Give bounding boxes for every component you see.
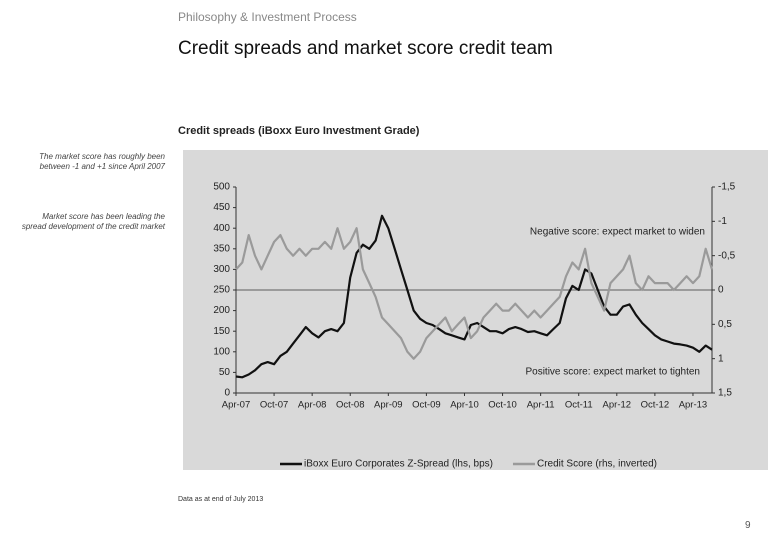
y-tick-label: 100 xyxy=(213,346,230,357)
legend-label: Credit Score (rhs, inverted) xyxy=(537,459,657,470)
y-tick-label: 350 xyxy=(213,243,230,254)
x-tick-label: Oct-09 xyxy=(412,400,441,411)
x-tick-label: Apr-13 xyxy=(679,400,708,411)
side-note: Market score has been leading the spread… xyxy=(21,212,165,231)
y2-tick-label: -1 xyxy=(718,216,727,227)
y-tick-label: 250 xyxy=(213,285,230,296)
y-tick-label: 500 xyxy=(213,182,230,193)
y-tick-label: 400 xyxy=(213,223,230,234)
y-tick-label: 150 xyxy=(213,326,230,337)
y2-tick-label: 0,5 xyxy=(718,319,732,330)
x-tick-label: Oct-07 xyxy=(260,400,289,411)
annotation: Positive score: expect market to tighten xyxy=(525,367,700,378)
x-tick-label: Oct-12 xyxy=(641,400,670,411)
x-tick-label: Oct-10 xyxy=(488,400,517,411)
x-tick-label: Oct-11 xyxy=(565,400,593,411)
page-number: 9 xyxy=(745,520,751,531)
x-tick-label: Apr-09 xyxy=(374,400,403,411)
y2-tick-label: 1,5 xyxy=(718,388,732,399)
y2-tick-label: -0,5 xyxy=(718,250,736,261)
y-tick-label: 450 xyxy=(213,202,230,213)
x-tick-label: Apr-07 xyxy=(222,400,251,411)
side-note: The market score has roughly been betwee… xyxy=(39,152,165,171)
series-line xyxy=(235,227,714,360)
series-line xyxy=(235,214,713,379)
slide-title: Credit spreads and market score credit t… xyxy=(178,38,553,59)
x-tick-label: Apr-10 xyxy=(450,400,479,411)
y-tick-label: 200 xyxy=(213,305,230,316)
x-tick-label: Apr-12 xyxy=(603,400,632,411)
y2-tick-label: -1,5 xyxy=(718,182,736,193)
y2-tick-label: 1 xyxy=(718,353,724,364)
x-tick-label: Apr-08 xyxy=(298,400,327,411)
x-tick-label: Apr-11 xyxy=(527,400,555,411)
header: Philosophy & Investment Process xyxy=(178,10,357,24)
y-tick-label: 300 xyxy=(213,264,230,275)
x-tick-label: Oct-08 xyxy=(336,400,365,411)
annotation: Negative score: expect market to widen xyxy=(530,227,705,238)
legend-label: iBoxx Euro Corporates Z-Spread (lhs, bps… xyxy=(304,459,493,470)
y-tick-label: 0 xyxy=(224,388,230,399)
footnote: Data as at end of July 2013 xyxy=(178,496,264,503)
y2-tick-label: 0 xyxy=(718,285,724,296)
y-tick-label: 50 xyxy=(219,367,231,378)
chart-title: Credit spreads (iBoxx Euro Investment Gr… xyxy=(178,125,420,137)
chart-panel xyxy=(183,150,768,470)
